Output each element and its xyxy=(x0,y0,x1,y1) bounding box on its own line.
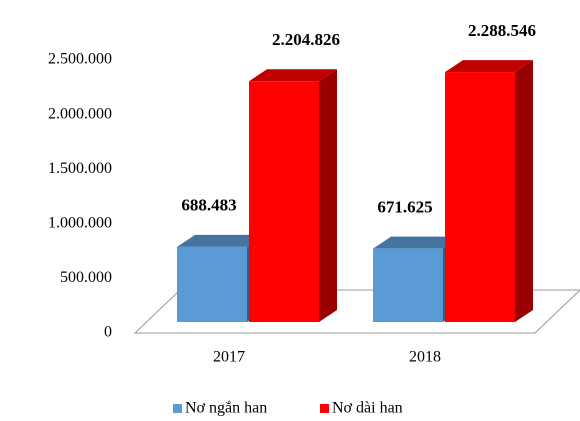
bar-top xyxy=(177,234,265,247)
bar-side xyxy=(319,69,337,322)
bar xyxy=(177,246,247,322)
value-label: 2.204.826 xyxy=(272,30,340,49)
legend-swatch xyxy=(173,404,182,413)
y-tick-label: 2.000.000 xyxy=(48,105,112,122)
bar xyxy=(249,81,319,322)
x-tick-label: 2018 xyxy=(409,349,441,366)
bar-top xyxy=(445,60,533,73)
x-tick-label: 2017 xyxy=(213,349,245,366)
legend-label: Nơ ngắn han xyxy=(185,400,267,417)
y-tick-label: 500.000 xyxy=(60,269,112,286)
y-tick-label: 1.500.000 xyxy=(48,160,112,177)
value-label: 671.625 xyxy=(377,198,432,217)
value-label: 688.483 xyxy=(181,196,236,215)
legend-swatch xyxy=(320,404,329,413)
bar-top xyxy=(373,236,461,249)
legend-label: Nơ dài han xyxy=(332,400,403,417)
y-tick-label: 2.500.000 xyxy=(48,51,112,68)
value-label: 2.288.546 xyxy=(468,21,536,40)
bar-side xyxy=(515,60,533,322)
y-tick-label: 0 xyxy=(104,324,112,341)
bar xyxy=(445,72,515,322)
bar-top xyxy=(249,69,337,82)
y-tick-label: 1.000.000 xyxy=(48,214,112,231)
bar xyxy=(373,248,443,322)
